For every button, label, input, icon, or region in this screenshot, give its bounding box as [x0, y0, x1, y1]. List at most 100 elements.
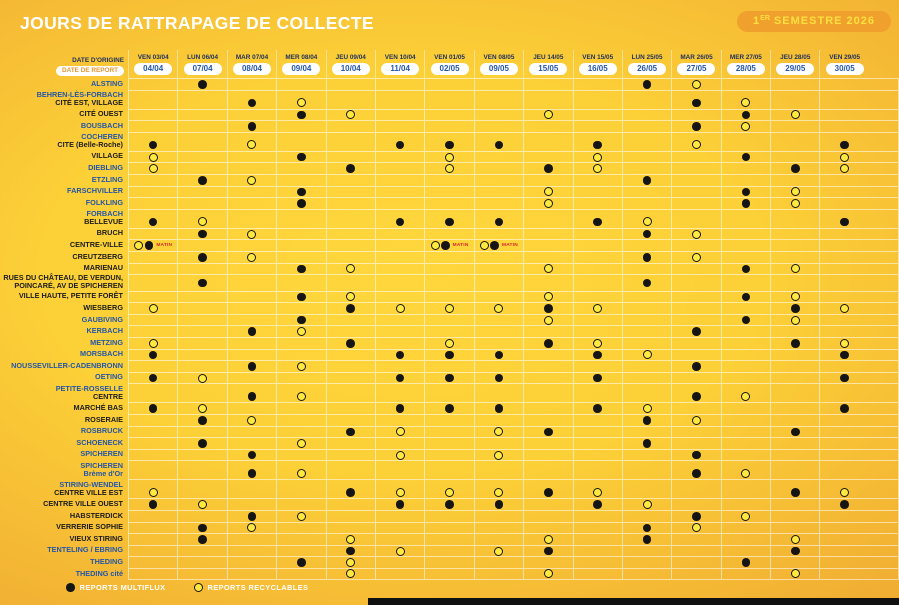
grid-cell — [374, 291, 424, 303]
grid-cell — [226, 109, 276, 121]
grid-cell — [128, 291, 177, 303]
column-origin-date: JEU 09/04 — [335, 54, 366, 61]
column-header: JEU 28/05 29/05 — [770, 50, 819, 78]
grid-cell — [374, 349, 424, 361]
grid-cell — [325, 174, 375, 186]
multiflux-dot — [593, 350, 602, 360]
multiflux-dot — [790, 339, 800, 348]
recyclables-dot — [247, 252, 257, 262]
multiflux-dot — [395, 140, 405, 150]
grid-cell — [473, 186, 523, 198]
recyclables-dot — [790, 315, 800, 325]
row-label-line: CENTRE — [93, 391, 123, 401]
grid-cell — [424, 499, 473, 510]
multiflux-dot — [692, 511, 701, 521]
grid-cell — [226, 461, 276, 480]
row-cells — [128, 250, 899, 263]
grid-cell — [671, 338, 720, 349]
grid-cell — [424, 326, 473, 337]
table-row: BRUCH — [0, 227, 899, 240]
grid-cell — [276, 499, 325, 510]
table-row: VILLE HAUTE, PETITE FORÊT — [0, 290, 899, 303]
row-cells — [128, 383, 899, 403]
grid-cell — [325, 461, 375, 480]
multiflux-dot — [790, 164, 800, 173]
schedule-table: DATE D'ORIGINE DATE DE REPORT VEN 03/04 0… — [0, 50, 899, 580]
recyclables-dot — [494, 487, 504, 497]
badge-sup: ER — [760, 15, 770, 22]
row-label: CITÉ OUEST — [0, 109, 128, 121]
grid-cell — [128, 534, 177, 545]
grid-cell — [276, 109, 325, 121]
row-label: MORSBACH — [0, 349, 128, 361]
recyclables-dot — [543, 187, 553, 197]
grid-cell — [770, 121, 819, 132]
matin-dot-pair: MATIN — [479, 241, 518, 251]
column-origin-date: LUN 06/04 — [187, 54, 219, 61]
grid-cell — [770, 163, 819, 174]
recyclables-dot — [198, 404, 208, 414]
column-report-pill: 15/05 — [529, 63, 568, 75]
column-header: LUN 25/05 26/05 — [621, 50, 671, 78]
grid-cell — [819, 186, 868, 198]
column-headers: VEN 03/04 04/04 LUN 06/04 07/04 MAR 07/04 08/… — [128, 50, 869, 78]
table-body: ALSTING BEHREN-LÈS-FORBACH CITÉ EST, VILLA… — [0, 78, 899, 580]
grid-cell — [374, 132, 424, 151]
grid-cell — [226, 510, 276, 522]
grid-cell — [770, 314, 819, 326]
grid-cell — [621, 109, 671, 121]
row-label: SPICHEREN — [0, 449, 128, 461]
grid-cell — [424, 109, 473, 121]
grid-cell — [374, 403, 424, 414]
row-cells — [128, 173, 899, 186]
table-row: OETING — [0, 371, 899, 384]
grid-cell — [128, 426, 177, 438]
grid-cell — [325, 349, 375, 361]
recyclables-dot — [395, 450, 405, 460]
row-label: VIEUX STIRING — [0, 533, 128, 545]
multiflux-dot — [642, 80, 652, 89]
grid-cell — [572, 291, 622, 303]
row-label-line: FORBACH — [86, 209, 123, 219]
grid-cell — [572, 314, 622, 326]
grid-cell — [424, 372, 473, 384]
grid-cell — [720, 403, 770, 414]
recyclables-dot — [593, 304, 603, 314]
table-row: THEDING cité — [0, 567, 899, 580]
column-header: VEN 10/04 11/04 — [374, 50, 424, 78]
grid-cell — [819, 90, 868, 109]
column-report-pill: 10/04 — [331, 63, 370, 75]
grid-cell — [671, 372, 720, 384]
grid-cell — [720, 414, 770, 426]
table-row: CENTRE VILLE OUEST — [0, 498, 899, 510]
grid-cell — [325, 163, 375, 174]
grid-cell — [424, 132, 473, 151]
recyclables-dot — [148, 338, 158, 348]
matin-label: MATIN — [502, 243, 518, 249]
row-label-line: VILLAGE — [91, 151, 123, 161]
grid-cell — [621, 426, 671, 438]
grid-cell — [226, 79, 276, 90]
grid-cell — [523, 121, 572, 132]
grid-cell — [325, 132, 375, 151]
grid-cell — [276, 79, 325, 90]
grid-cell — [177, 426, 226, 438]
multiflux-dot — [395, 217, 405, 227]
table-row: PETITE-ROSSELLE CENTRE — [0, 383, 899, 403]
multiflux-dot — [642, 229, 652, 239]
recyclables-dot — [691, 79, 701, 89]
row-label-line: MARCHÉ BAS — [73, 403, 123, 413]
grid-cell — [671, 132, 720, 151]
grid-cell — [177, 449, 226, 461]
grid-cell — [128, 510, 177, 522]
grid-cell — [276, 426, 325, 438]
grid-cell — [325, 314, 375, 326]
grid-cell — [325, 209, 375, 228]
row-label-line: KERBACH — [86, 326, 124, 336]
grid-cell — [671, 209, 720, 228]
grid-cell — [523, 384, 572, 403]
recyclables-dot — [395, 304, 405, 314]
grid-cell — [325, 510, 375, 522]
grid-cell — [770, 499, 819, 510]
grid-cell — [177, 151, 226, 163]
